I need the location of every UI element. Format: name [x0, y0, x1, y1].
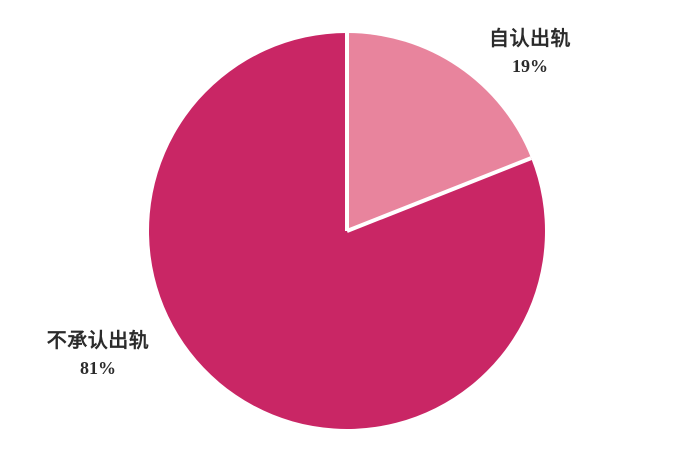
pie-label-self-admit: 自认出轨 19%	[455, 28, 605, 77]
pie-label-self-admit-value: 19%	[512, 56, 548, 77]
pie-label-deny-value: 81%	[80, 358, 116, 379]
pie-slice-separator	[346, 156, 532, 233]
pie-label-deny-name: 不承认出轨	[46, 330, 150, 352]
pie-slice[interactable]	[347, 33, 532, 231]
pie-label-deny: 不承认出轨 81%	[22, 330, 174, 379]
pie-label-self-admit-name: 自认出轨	[489, 28, 571, 50]
pie-separator-group	[345, 33, 532, 233]
